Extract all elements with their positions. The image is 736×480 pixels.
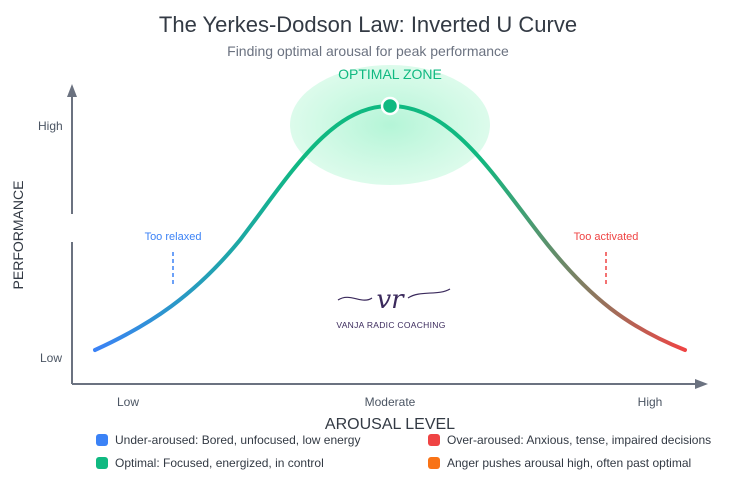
x-axis-arrow (695, 379, 708, 389)
legend-text: Under-aroused: Bored, unfocused, low ene… (115, 433, 361, 447)
y-tick-low: Low (40, 351, 62, 365)
logo-monogram: vr (376, 285, 405, 315)
logo-flourish (337, 296, 373, 301)
legend-item-optimal: Optimal: Focused, energized, in control (96, 456, 324, 470)
y-axis (67, 84, 77, 384)
too-relaxed-label: Too relaxed (145, 231, 202, 243)
too-activated-label: Too activated (574, 231, 639, 243)
chart-title: The Yerkes-Dodson Law: Inverted U Curve (158, 12, 578, 37)
legend-item-anger: Anger pushes arousal high, often past op… (428, 456, 691, 470)
legend-item-under-aroused: Under-aroused: Bored, unfocused, low ene… (96, 433, 360, 447)
optimal-zone-ellipse (290, 65, 490, 185)
legend-item-over-aroused: Over-aroused: Anxious, tense, impaired d… (428, 433, 711, 447)
legend-text: Optimal: Focused, energized, in control (115, 456, 324, 470)
logo-flourish-right (407, 288, 451, 299)
x-tick-moderate: Moderate (365, 395, 416, 409)
optimal-zone-label: OPTIMAL ZONE (338, 66, 442, 82)
vanja-radic-logo: vr VANJA RADIC COACHING (336, 285, 451, 330)
legend-swatch-orange (428, 457, 440, 469)
x-axis-label: AROUSAL LEVEL (325, 416, 455, 433)
legend-text: Anger pushes arousal high, often past op… (447, 456, 692, 470)
legend-text: Over-aroused: Anxious, tense, impaired d… (447, 433, 712, 447)
legend-swatch-green (96, 457, 108, 469)
x-tick-low: Low (117, 395, 139, 409)
y-axis-label: PERFORMANCE (10, 181, 26, 290)
x-axis (72, 379, 708, 389)
chart-subtitle: Finding optimal arousal for peak perform… (227, 43, 509, 59)
logo-text: VANJA RADIC COACHING (336, 320, 445, 330)
legend-swatch-blue (96, 434, 108, 446)
legend-swatch-red (428, 434, 440, 446)
x-tick-high: High (638, 395, 663, 409)
y-axis-arrow (67, 84, 77, 97)
peak-point (380, 96, 400, 116)
y-tick-high: High (38, 119, 63, 133)
